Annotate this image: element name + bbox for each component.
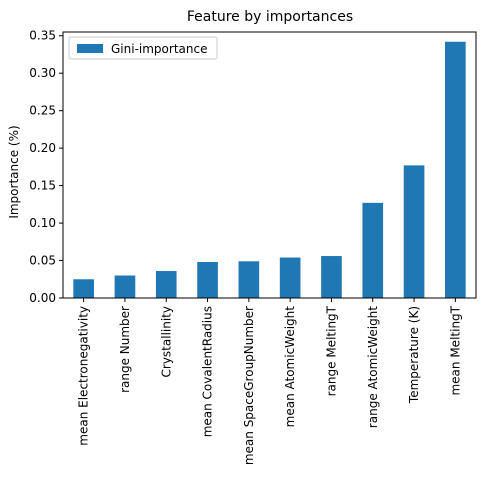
y-axis-label: Importance (%) — [7, 125, 21, 218]
legend-entry: Gini-importance — [111, 42, 207, 56]
legend: Gini-importance — [68, 36, 218, 60]
legend-box — [68, 36, 218, 60]
x-tick-label: mean Electronegativity — [77, 306, 91, 446]
x-tick-label: range Number — [118, 306, 132, 393]
x-tick-label: Crystallinity — [159, 306, 173, 377]
y-tick-label: 0.00 — [29, 291, 56, 305]
bar — [197, 262, 218, 298]
y-tick-label: 0.20 — [29, 141, 56, 155]
bar — [114, 275, 136, 298]
legend-swatch — [77, 44, 103, 53]
x-tick-label: Temperature (K) — [407, 306, 421, 404]
x-tick-label: range AtomicWeight — [366, 306, 380, 428]
chart-title: Feature by importances — [187, 9, 353, 25]
x-tick-label: mean AtomicWeight — [283, 306, 297, 428]
y-tick-label: 0.35 — [29, 29, 56, 43]
y-tick-label: 0.25 — [29, 104, 56, 118]
x-axis-ticks: mean Electronegativity range Number Crysta… — [77, 298, 462, 465]
bar — [362, 202, 384, 298]
bar — [445, 41, 466, 298]
y-tick-label: 0.10 — [29, 216, 56, 230]
x-tick-label: range MeltingT — [324, 305, 338, 396]
y-axis-ticks: 0.00 0.05 0.10 0.15 0.20 0.25 0.30 0.35 — [29, 29, 63, 305]
bars-group — [73, 41, 466, 298]
y-tick-label: 0.15 — [29, 179, 56, 193]
bar — [238, 261, 260, 298]
bar — [321, 256, 342, 298]
x-tick-label: mean MeltingT — [448, 305, 462, 395]
bar — [403, 165, 425, 298]
x-tick-label: mean CovalentRadius — [201, 306, 215, 437]
y-tick-label: 0.30 — [29, 66, 56, 80]
bar — [155, 271, 177, 298]
x-tick-label: mean SpaceGroupNumber — [242, 306, 256, 465]
y-tick-label: 0.05 — [29, 254, 56, 268]
bar — [279, 257, 301, 298]
plot-frame — [62, 31, 477, 299]
bar — [73, 279, 94, 298]
